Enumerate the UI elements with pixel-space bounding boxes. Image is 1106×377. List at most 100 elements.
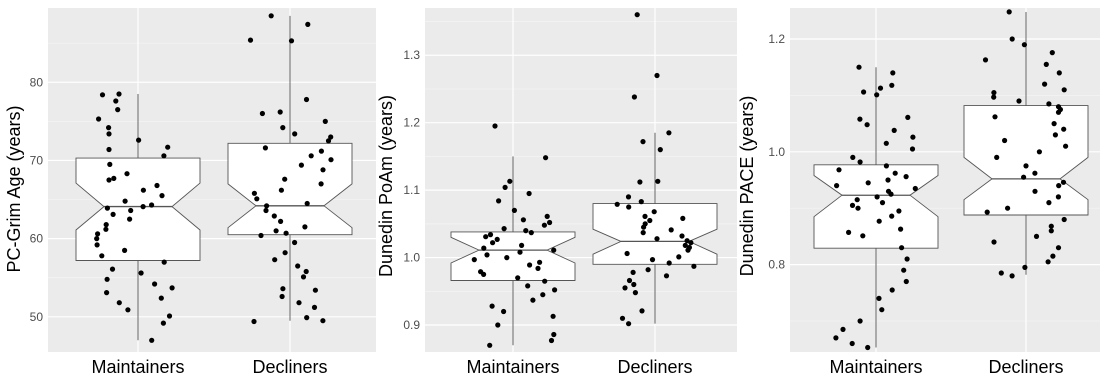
panel-pace-point-decliners xyxy=(994,154,1000,160)
panel-pace-point-decliners xyxy=(1043,61,1049,67)
panel-grimage-point-decliners xyxy=(311,304,318,310)
panel-pace-point-decliners xyxy=(1055,194,1061,200)
panel-grimage-point-decliners xyxy=(318,181,324,187)
panel-poam-point-decliners xyxy=(654,72,660,79)
panel-pace-point-decliners xyxy=(1009,36,1015,42)
panel-poam-point-decliners xyxy=(642,213,648,219)
panel-grimage-point-maintainers xyxy=(161,259,167,265)
panel-pace-point-maintainers xyxy=(864,122,870,128)
panel-poam-point-maintainers xyxy=(527,262,533,268)
panel-grimage-point-maintainers xyxy=(128,207,134,214)
panel-grimage-point-decliners xyxy=(305,21,311,27)
panel-poam-point-decliners xyxy=(655,178,661,184)
panel-pace-point-decliners xyxy=(1005,205,1011,211)
panel-poam-point-decliners xyxy=(666,130,672,136)
panel-grimage-point-decliners xyxy=(303,268,309,275)
panel-grimage-point-maintainers xyxy=(99,253,105,259)
panel-poam-point-decliners xyxy=(638,199,644,205)
panel-poam-point-maintainers xyxy=(471,257,477,263)
panel-poam-point-maintainers xyxy=(490,240,496,246)
panel-grimage-point-decliners xyxy=(277,109,283,115)
panel-grimage-point-maintainers xyxy=(106,177,112,183)
panel-grimage-point-decliners xyxy=(302,224,308,230)
panel-grimage-point-maintainers xyxy=(140,204,146,210)
panel-poam-point-decliners xyxy=(668,227,674,233)
panel-grimage-point-maintainers xyxy=(154,182,160,189)
panel-pace-xlabel-decliners: Decliners xyxy=(988,357,1063,377)
panel-grimage-point-maintainers xyxy=(152,281,158,287)
panel-grimage-point-decliners xyxy=(282,176,288,182)
panel-grimage-point-decliners xyxy=(251,318,257,325)
panel-grimage-box-decliners xyxy=(227,142,353,236)
panel-grimage-plot-area: 50 60 70 80 xyxy=(30,8,376,352)
panel-grimage-point-maintainers xyxy=(116,91,122,97)
panel-grimage-point-decliners xyxy=(320,318,326,324)
panel-grimage-point-decliners xyxy=(322,118,328,124)
panel-poam-point-decliners xyxy=(624,250,630,257)
panel-pace-point-maintainers xyxy=(865,180,871,186)
panel-grimage-point-decliners xyxy=(292,131,298,137)
panel-poam-point-decliners xyxy=(640,230,646,236)
panel-pace-point-maintainers xyxy=(901,267,907,273)
panel-grimage-point-decliners xyxy=(264,203,270,209)
panel-pace-point-maintainers xyxy=(849,340,855,347)
panel-poam-point-maintainers xyxy=(501,226,507,232)
panel-grimage-point-decliners xyxy=(325,138,332,144)
panel-grimage-point-decliners xyxy=(273,228,279,234)
panel-pace-point-decliners xyxy=(1048,223,1054,229)
panel-poam-point-decliners xyxy=(679,233,685,239)
panel-poam-point-decliners xyxy=(666,260,672,266)
panel-poam-point-decliners xyxy=(640,139,646,145)
panel-grimage-xlabel-decliners: Decliners xyxy=(252,357,327,377)
panel-poam-background xyxy=(425,8,737,352)
panel-grimage-point-maintainers xyxy=(124,171,130,177)
panel-poam-point-maintainers xyxy=(552,287,558,293)
panel-grimage-point-decliners xyxy=(280,286,286,292)
panel-grimage-point-maintainers xyxy=(160,320,166,326)
panel-pace-point-decliners xyxy=(1016,98,1022,104)
panel-pace-point-decliners xyxy=(1042,81,1048,87)
panel-grimage-point-decliners xyxy=(262,145,268,151)
panel-grimage-point-maintainers xyxy=(138,270,144,276)
panel-pace-point-maintainers xyxy=(889,82,895,88)
panel-grimage-point-maintainers xyxy=(99,92,106,98)
panel-pace-point-decliners xyxy=(1046,101,1052,107)
panel-pace-point-maintainers xyxy=(910,134,916,140)
panel-grimage-point-maintainers xyxy=(111,175,117,181)
panel-grimage-point-maintainers xyxy=(110,211,116,217)
panel-grimage-point-decliners xyxy=(318,148,324,154)
panel-grimage-point-decliners xyxy=(280,125,286,131)
panel-pace-point-maintainers xyxy=(855,205,861,211)
panel-grimage-point-decliners xyxy=(272,257,278,263)
panel-poam-xlabel-maintainers: Maintainers xyxy=(466,357,559,377)
panel-pace-point-maintainers xyxy=(876,295,882,301)
panel-poam-point-maintainers xyxy=(481,245,487,251)
panel-grimage-point-maintainers xyxy=(122,247,128,253)
panel-pace-point-maintainers xyxy=(909,146,916,152)
panel-pace-point-maintainers xyxy=(904,256,910,262)
panel-pace-point-decliners xyxy=(991,239,997,245)
panel-pace-point-maintainers xyxy=(834,183,840,189)
panel-poam-ylabel: Dunedin PoAm (years) xyxy=(376,95,396,277)
panel-poam-point-decliners xyxy=(685,247,691,253)
panel-poam-ytick-label: 1.3 xyxy=(403,48,420,62)
panel-grimage-point-decliners xyxy=(303,96,310,103)
panel-grimage-point-decliners xyxy=(304,200,310,207)
panel-grimage-point-maintainers xyxy=(96,116,102,122)
panel-pace-point-maintainers xyxy=(879,200,886,206)
panel-grimage-point-decliners xyxy=(298,162,304,168)
panel-grimage-point-maintainers xyxy=(107,161,113,167)
panel-grimage-point-decliners xyxy=(308,153,314,159)
panel-grimage-point-decliners xyxy=(282,250,288,256)
panel-grimage-point-decliners xyxy=(263,207,269,214)
panel-poam-point-decliners xyxy=(632,290,639,296)
panel-poam-point-maintainers xyxy=(543,155,549,161)
panel-pace-point-maintainers xyxy=(860,233,866,239)
panel-pace-point-maintainers xyxy=(857,318,863,324)
panel-grimage-point-decliners xyxy=(258,232,264,239)
panel-poam-point-decliners xyxy=(634,12,640,18)
panel-pace-point-decliners xyxy=(1061,87,1067,93)
panel-poam-box-maintainers xyxy=(450,231,576,281)
panel-grimage-point-maintainers xyxy=(103,226,109,232)
panel-grimage-point-decliners xyxy=(320,167,326,173)
